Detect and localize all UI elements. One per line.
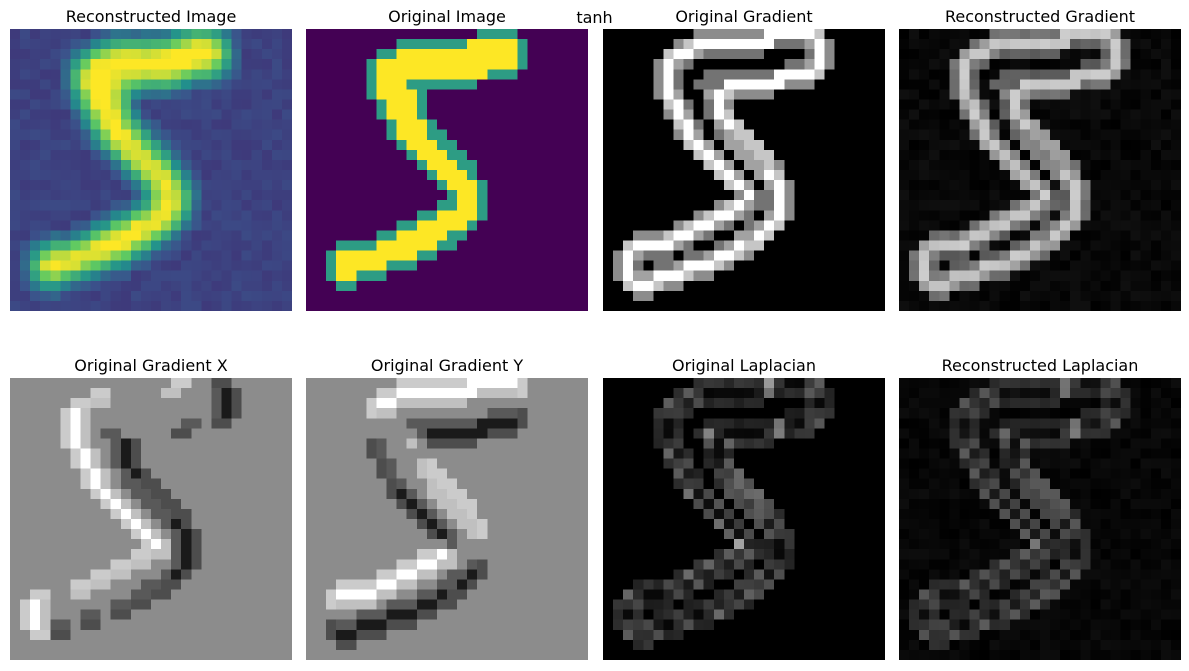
original-gradient-canvas <box>603 29 885 311</box>
original-image-canvas <box>306 29 588 311</box>
figure-suptitle: tanh <box>576 8 613 27</box>
panel-original-laplacian: Original Laplacian <box>603 356 885 660</box>
panel-title-original-gradient-y: Original Gradient Y <box>370 356 524 375</box>
panel-title-reconstructed-gradient: Reconstructed Gradient <box>944 7 1136 26</box>
original-gradient-x-canvas <box>10 378 292 660</box>
reconstructed-gradient-canvas <box>899 29 1181 311</box>
reconstructed-laplacian-canvas <box>899 378 1181 660</box>
panel-title-reconstructed-image: Reconstructed Image <box>65 7 237 26</box>
panel-original-gradient-x: Original Gradient X <box>10 356 292 660</box>
original-gradient-y-canvas <box>306 378 588 660</box>
panel-reconstructed-laplacian: Reconstructed Laplacian <box>899 356 1181 660</box>
original-laplacian-canvas <box>603 378 885 660</box>
panel-original-gradient-y: Original Gradient Y <box>306 356 588 660</box>
panel-title-original-gradient-x: Original Gradient X <box>74 356 228 375</box>
panel-reconstructed-image: Reconstructed Image <box>10 7 292 311</box>
reconstructed-image-canvas <box>10 29 292 311</box>
panel-original-image: Original Image <box>306 7 588 311</box>
panel-title-original-gradient: Original Gradient <box>675 7 813 26</box>
panel-reconstructed-gradient: Reconstructed Gradient <box>899 7 1181 311</box>
panel-title-reconstructed-laplacian: Reconstructed Laplacian <box>941 356 1139 375</box>
panel-title-original-image: Original Image <box>388 7 506 26</box>
panel-original-gradient: Original Gradient <box>603 7 885 311</box>
panel-title-original-laplacian: Original Laplacian <box>671 356 816 375</box>
